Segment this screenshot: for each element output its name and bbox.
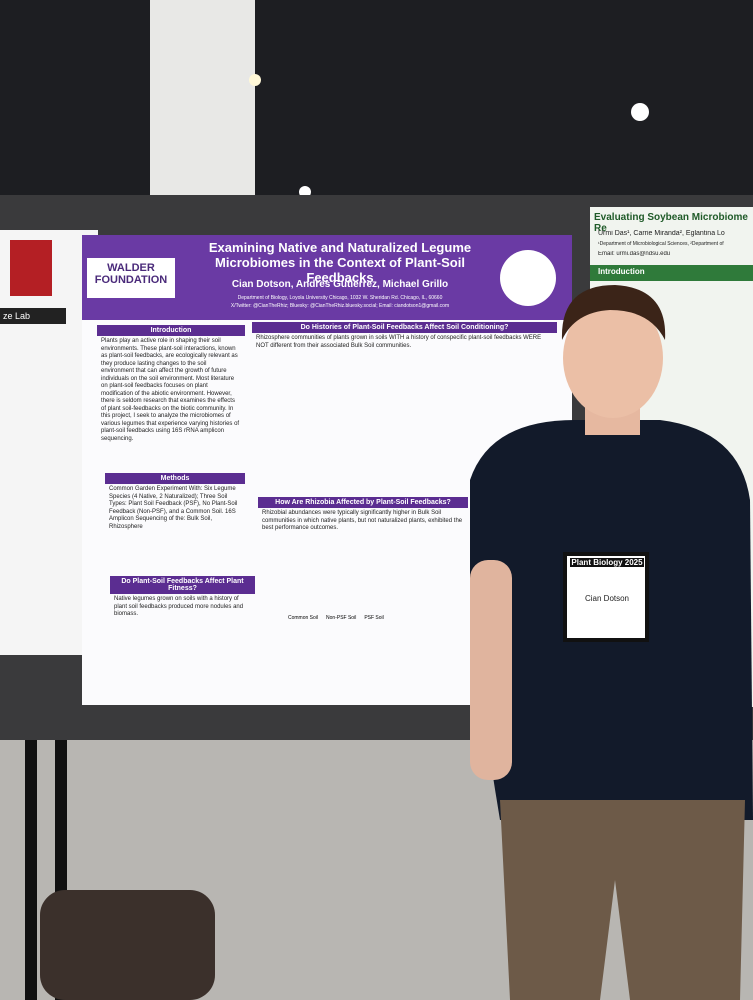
poster-authors: Cian Dotson, Andres Gutierrez, Michael G… — [231, 279, 449, 290]
legend: Common Soil Non-PSF Soil PSF Soil — [258, 535, 468, 621]
section-body: Rhizosphere communities of plants grown … — [256, 335, 542, 349]
logo: WALDER FOUNDATION — [94, 262, 168, 286]
fitness-section: Do Plant-Soil Feedbacks Affect Plant Fit… — [110, 576, 255, 701]
badge-name: Cian Dotson — [584, 594, 630, 603]
section-heading: Methods — [105, 473, 245, 484]
section-heading: Introduction — [97, 325, 245, 336]
right-poster-title: Evaluating Soybean Microbiome Re — [594, 212, 748, 234]
right-poster-heading: Introduction — [598, 267, 645, 276]
rhizobia-section: How Are Rhizobia Affected by Plant-Soil … — [258, 497, 468, 697]
section-heading: How Are Rhizobia Affected by Plant-Soil … — [258, 497, 468, 508]
legend-item: Non-PSF Soil — [326, 614, 357, 621]
left-poster-label: ze Lab — [0, 308, 66, 324]
section-heading: Do Plant-Soil Feedbacks Affect Plant Fit… — [110, 576, 255, 594]
section-heading: Do Histories of Plant-Soil Feedbacks Aff… — [252, 322, 557, 333]
right-poster-affiliation: ¹Department of Microbiological Sciences,… — [598, 241, 724, 247]
legend-item: PSF Soil — [364, 614, 384, 621]
badge-event: Plant Biology 2025 — [570, 558, 644, 567]
right-poster-authors: Urmi Das¹, Carrie Miranda², Eglantina Lo — [598, 230, 725, 237]
legend-item: Common Soil — [288, 614, 319, 621]
intro-section: Introduction Plants play an active role i… — [97, 325, 245, 470]
poster-affiliation: Department of Biology, Loyola University… — [237, 295, 443, 301]
poster-title: Examining Native and Naturalized Legume … — [208, 240, 472, 285]
section-body: Native legumes grown on soils with a his… — [114, 596, 244, 617]
poster-contact: X/Twitter: @CianTheRhiz; Bluesky: @CianT… — [230, 303, 450, 309]
conditioning-section: Do Histories of Plant-Soil Feedbacks Aff… — [252, 322, 557, 492]
right-poster-email: Email: urmi.das@ndsu.edu — [598, 251, 671, 257]
section-body: Rhizobial abundances were typically sign… — [262, 510, 463, 531]
section-body: Common Garden Experiment With: Six Legum… — [109, 486, 238, 530]
section-body: Plants play an active role in shaping th… — [101, 338, 240, 442]
methods-section: Methods Common Garden Experiment With: Si… — [105, 473, 245, 571]
